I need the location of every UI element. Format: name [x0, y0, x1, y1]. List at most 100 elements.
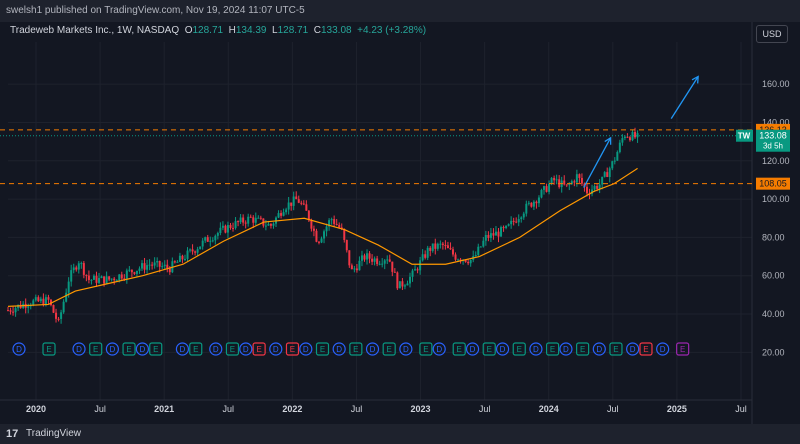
candle-body: [297, 199, 300, 203]
open-label: O: [184, 25, 193, 36]
candle-body: [226, 225, 229, 233]
candle-body: [285, 209, 288, 213]
candle-body: [163, 264, 166, 267]
event-label: E: [193, 345, 198, 354]
earnings-event-icon: [419, 342, 433, 356]
candle-body: [457, 259, 460, 261]
time-tick-label: 2021: [154, 404, 174, 414]
candle-body: [502, 227, 505, 229]
currency-button[interactable]: USD: [756, 25, 788, 43]
candle-body: [305, 204, 308, 211]
candle-body: [92, 275, 95, 280]
candle-body: [426, 247, 429, 258]
candle-body: [603, 172, 606, 177]
time-tick-label: 2025: [667, 404, 687, 414]
candle-body: [153, 262, 156, 266]
candle-body: [520, 217, 523, 220]
dividend-event-icon: [209, 342, 223, 356]
candle-body: [507, 224, 510, 226]
candle-body: [371, 258, 374, 262]
candle-body: [474, 254, 477, 257]
candle-body: [340, 227, 343, 229]
candle-body: [183, 258, 186, 260]
earnings-event-icon: [225, 342, 240, 356]
candle-body: [623, 136, 626, 139]
time-tick-label: 2024: [539, 404, 559, 414]
last-price-tag: [756, 129, 790, 152]
symbol-description: Tradeweb Markets Inc., 1W, NASDAQ: [10, 25, 180, 36]
candle-body: [517, 219, 520, 223]
candle-body: [87, 275, 90, 280]
candle-body: [383, 260, 386, 264]
candle-body: [565, 184, 568, 186]
event-label: E: [613, 345, 618, 354]
candle-body: [416, 269, 419, 271]
candle-body: [62, 301, 65, 313]
candle-body: [300, 202, 303, 204]
candle-body: [459, 259, 462, 261]
candle-body: [376, 258, 379, 264]
time-tick-label: Jul: [735, 404, 747, 414]
candle-body: [244, 222, 247, 224]
last-price-label: 133.08: [759, 131, 787, 141]
earnings-event-icon: [149, 342, 163, 356]
candle-body: [548, 184, 551, 192]
candle-body: [449, 248, 452, 250]
candle-body: [441, 243, 444, 245]
earnings-event-icon: [349, 342, 363, 356]
dividend-event-icon: [12, 342, 26, 356]
candle-body: [409, 276, 412, 284]
candle-body: [464, 259, 467, 262]
candle-body: [611, 161, 614, 169]
ticker-tag: [736, 129, 753, 142]
candle-body: [32, 300, 35, 306]
candle-body: [252, 217, 255, 223]
candle-body: [42, 298, 45, 306]
candle-body: [80, 263, 83, 265]
candle-body: [535, 201, 538, 204]
event-label: D: [273, 345, 279, 354]
time-tick-label: Jul: [223, 404, 235, 414]
candle-body: [601, 176, 604, 185]
candle-body: [128, 269, 131, 271]
candle-body: [85, 274, 88, 276]
candle-body: [14, 308, 17, 313]
dividend-event-icon: [299, 342, 313, 356]
candle-body: [479, 246, 482, 248]
dividend-event-icon: [432, 342, 446, 356]
ticker-label: TW: [738, 132, 751, 141]
candle-body: [67, 281, 70, 293]
candle-body: [494, 231, 497, 236]
candle-body: [146, 265, 149, 270]
candle-body: [118, 274, 121, 281]
candle-body: [378, 263, 381, 265]
event-label: D: [16, 345, 22, 354]
candle-body: [328, 220, 331, 227]
candle-body: [12, 311, 15, 313]
candle-body: [510, 220, 513, 225]
candle-body: [525, 203, 528, 214]
event-label: D: [563, 345, 569, 354]
candle-body: [148, 264, 151, 266]
event-label: D: [140, 345, 146, 354]
trend-arrow-head: [691, 75, 699, 84]
candle-body: [545, 186, 548, 192]
candle-body: [204, 237, 207, 241]
candle-body: [103, 276, 106, 284]
event-label: D: [403, 345, 409, 354]
candle-body: [264, 225, 267, 227]
candle-body: [108, 276, 111, 280]
candle-body: [467, 261, 470, 264]
candle-body: [454, 254, 457, 260]
candle-body: [135, 270, 138, 274]
candle-body: [393, 271, 396, 273]
dividend-event-icon: [365, 342, 380, 356]
candle-body: [553, 177, 556, 181]
candle-body: [482, 240, 485, 247]
candle-body: [47, 297, 50, 300]
candle-body: [631, 131, 634, 141]
candle-body: [259, 217, 262, 219]
candle-body: [221, 225, 224, 228]
candle-body: [214, 235, 217, 241]
